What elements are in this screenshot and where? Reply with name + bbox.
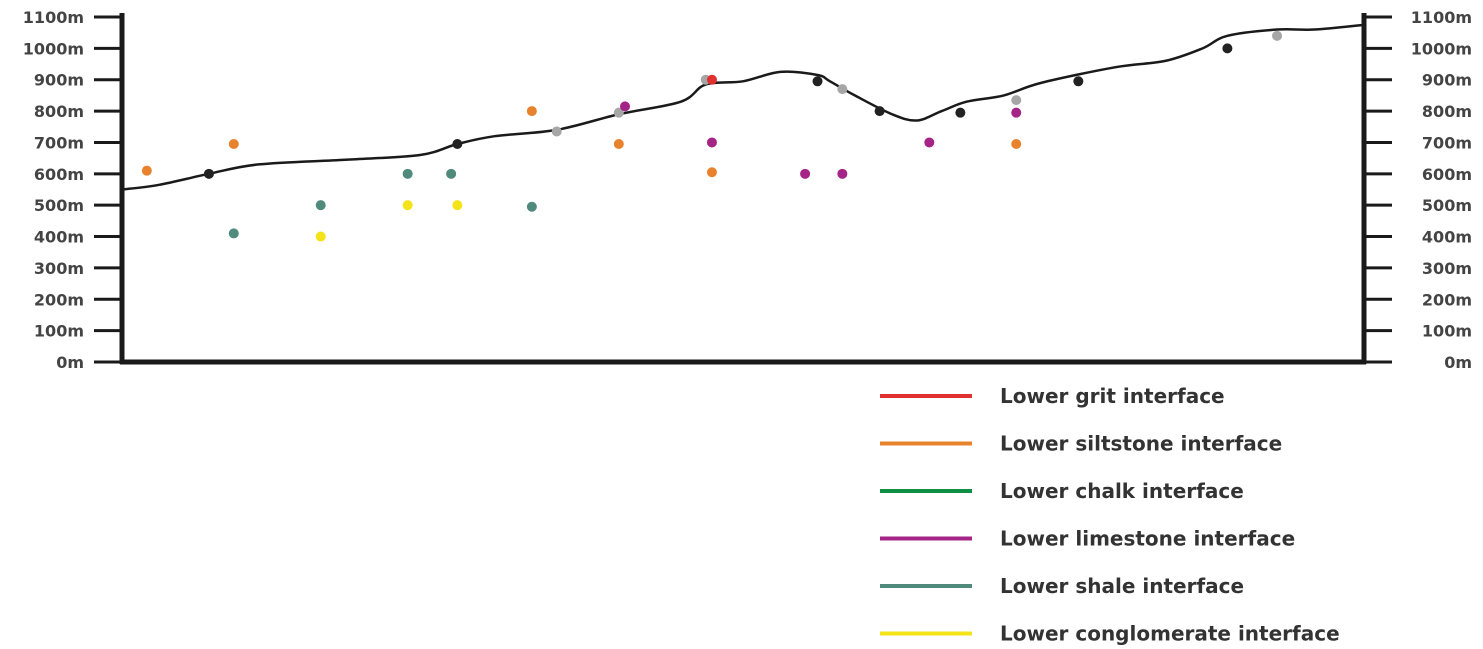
legend-label-lower-limestone-interface: Lower limestone interface bbox=[1000, 527, 1295, 551]
y-tick-label-left: 500m bbox=[34, 196, 84, 215]
surface-marker bbox=[613, 107, 624, 118]
lower-shale-interface-point bbox=[315, 200, 326, 211]
lower-limestone-interface-point bbox=[706, 137, 717, 148]
y-tick-label-left: 0m bbox=[56, 353, 84, 372]
lower-shale-interface-point bbox=[228, 228, 239, 239]
y-tick-label-left: 400m bbox=[34, 228, 84, 247]
lower-limestone-interface-point bbox=[837, 168, 848, 179]
axes: 0m 0m 100m 100m 200m 200m 300m 300m 400m 400m 500m… bbox=[23, 8, 1472, 372]
lower-conglomerate-interface-point bbox=[452, 200, 463, 211]
y-tick-label-right: 0m bbox=[1444, 353, 1472, 372]
lower-conglomerate-interface-point bbox=[315, 231, 326, 242]
surface-marker bbox=[452, 139, 463, 150]
interface-points bbox=[141, 74, 1022, 242]
lower-limestone-interface-point bbox=[924, 137, 935, 148]
y-tick-label-right: 500m bbox=[1422, 196, 1472, 215]
legend-label-lower-chalk-interface: Lower chalk interface bbox=[1000, 479, 1244, 503]
lower-limestone-interface-point bbox=[620, 101, 631, 112]
y-tick-label-left: 900m bbox=[34, 71, 84, 90]
y-tick-label-left: 1100m bbox=[23, 8, 84, 27]
y-tick-label-right: 1000m bbox=[1411, 39, 1472, 58]
lower-siltstone-interface-point bbox=[1011, 139, 1022, 150]
lower-siltstone-interface-point bbox=[706, 167, 717, 178]
lower-shale-interface-point bbox=[402, 168, 413, 179]
surface-marker bbox=[837, 84, 848, 95]
surface-marker bbox=[203, 168, 214, 179]
y-tick-label-right: 800m bbox=[1422, 102, 1472, 121]
surface-marker bbox=[1272, 30, 1283, 41]
lower-siltstone-interface-point bbox=[526, 106, 537, 117]
y-tick-label-right: 200m bbox=[1422, 290, 1472, 309]
y-tick-label-right: 100m bbox=[1422, 322, 1472, 341]
y-tick-label-left: 200m bbox=[34, 290, 84, 309]
lower-siltstone-interface-point bbox=[228, 139, 239, 150]
legend-label-lower-grit-interface: Lower grit interface bbox=[1000, 384, 1225, 408]
y-tick-label-left: 1000m bbox=[23, 39, 84, 58]
y-tick-label-left: 600m bbox=[34, 165, 84, 184]
lower-shale-interface-point bbox=[526, 201, 537, 212]
lower-shale-interface-point bbox=[446, 168, 457, 179]
y-tick-label-left: 300m bbox=[34, 259, 84, 278]
surface-profile bbox=[121, 23, 1365, 191]
legend-label-lower-siltstone-interface: Lower siltstone interface bbox=[1000, 432, 1282, 456]
surface-marker bbox=[955, 107, 966, 118]
lower-grit-interface-point bbox=[706, 74, 717, 85]
lower-siltstone-interface-point bbox=[141, 165, 152, 176]
lower-conglomerate-interface-point bbox=[402, 200, 413, 211]
y-tick-label-left: 700m bbox=[34, 133, 84, 152]
lower-limestone-interface-point bbox=[1011, 107, 1022, 118]
y-tick-label-right: 1100m bbox=[1411, 8, 1472, 27]
surface-line bbox=[121, 23, 1365, 191]
surface-marker bbox=[1011, 95, 1022, 106]
surface-marker bbox=[874, 106, 885, 117]
y-tick-label-right: 400m bbox=[1422, 228, 1472, 247]
y-tick-label-left: 100m bbox=[34, 322, 84, 341]
legend: Lower grit interface Lower siltstone inte… bbox=[880, 384, 1340, 646]
y-tick-label-left: 800m bbox=[34, 102, 84, 121]
surface-marker bbox=[812, 76, 823, 87]
lower-siltstone-interface-point bbox=[613, 139, 624, 150]
surface-marker bbox=[551, 126, 562, 137]
surface-markers bbox=[203, 30, 1283, 179]
legend-label-lower-conglomerate-interface: Lower conglomerate interface bbox=[1000, 622, 1340, 646]
surface-marker bbox=[1222, 43, 1233, 54]
lower-limestone-interface-point bbox=[800, 168, 811, 179]
y-tick-label-right: 600m bbox=[1422, 165, 1472, 184]
legend-label-lower-shale-interface: Lower shale interface bbox=[1000, 574, 1244, 598]
y-tick-label-right: 900m bbox=[1422, 71, 1472, 90]
surface-marker bbox=[1073, 76, 1084, 87]
y-tick-label-right: 300m bbox=[1422, 259, 1472, 278]
y-tick-label-right: 700m bbox=[1422, 133, 1472, 152]
